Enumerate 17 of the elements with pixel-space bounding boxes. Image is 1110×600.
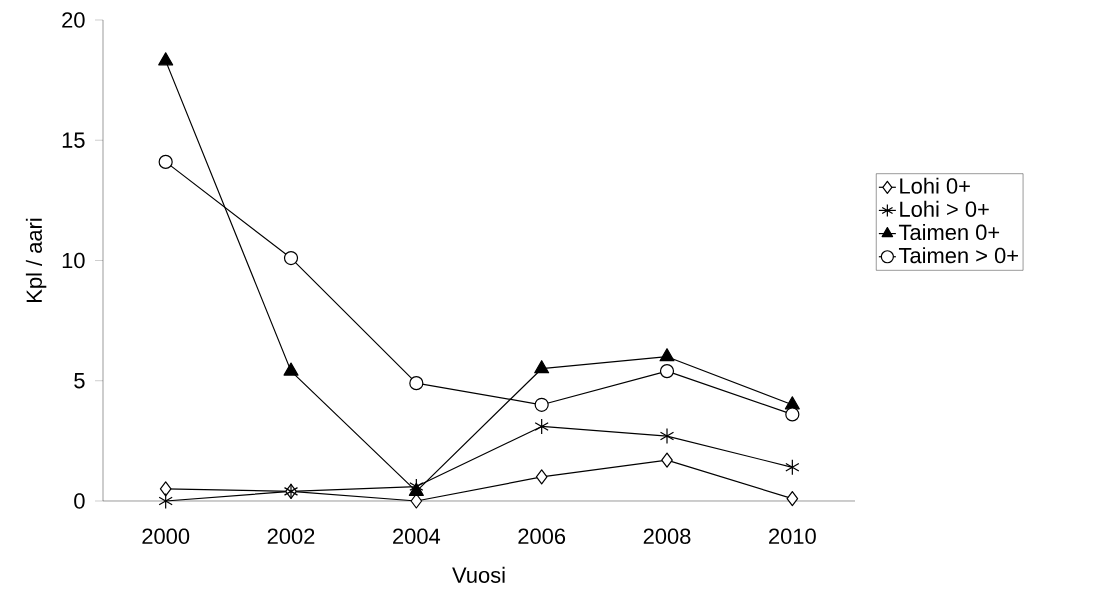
x-tick-label: 2008 (643, 528, 691, 545)
legend-label: Lohi > 0+ (900, 200, 989, 217)
y-tick-label: 10 (62, 252, 85, 269)
legend-label: Lohi 0+ (900, 177, 970, 194)
y-axis-title: Kpl / aari (25, 218, 47, 302)
x-axis-title: Vuosi (452, 566, 505, 583)
x-tick-label: 2004 (393, 528, 441, 545)
x-tick-label: 2006 (518, 528, 566, 545)
legend-label: Taimen > 0+ (898, 247, 1018, 264)
y-tick-label: 0 (74, 493, 85, 509)
y-tick-label: 5 (74, 373, 85, 389)
legend-label: Taimen 0+ (898, 223, 1000, 241)
y-tick-label: 20 (62, 12, 85, 28)
x-tick-label: 2010 (769, 528, 816, 545)
x-tick-label: 2000 (142, 528, 190, 545)
y-tick-label: 15 (62, 132, 85, 148)
x-tick-label: 2002 (267, 528, 315, 545)
